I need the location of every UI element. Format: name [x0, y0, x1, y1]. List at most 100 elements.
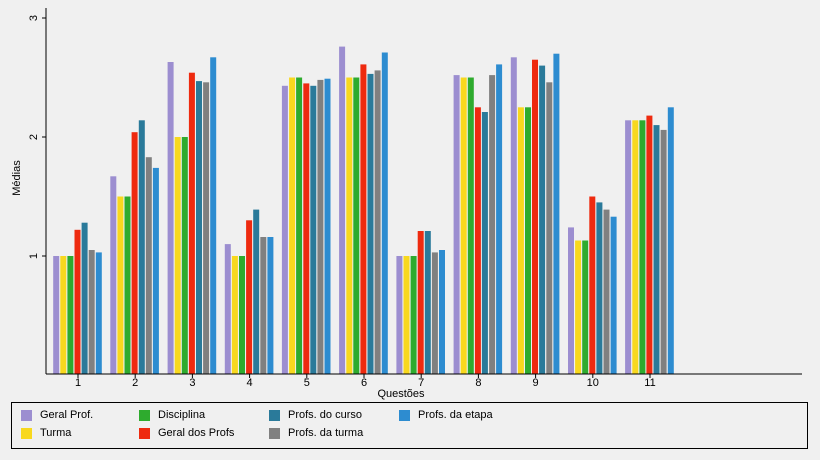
bar-q3-s7 — [210, 57, 217, 375]
bar-q4-s1 — [224, 244, 231, 374]
bar-q3-s4 — [188, 72, 195, 374]
x-ticks: 1 2 3 4 5 6 7 8 9 10 11 — [75, 374, 656, 389]
bar-q3-s5 — [196, 81, 202, 374]
bar-q2-s6 — [145, 157, 152, 374]
x-tick-label: 7 — [418, 377, 424, 389]
legend-item: Profs. da turma — [269, 427, 363, 439]
bar-q11-s6 — [660, 129, 667, 374]
y-axis-label: Médias — [11, 160, 23, 196]
legend-label: Profs. do curso — [288, 409, 362, 421]
bar-q4-s4 — [246, 220, 253, 374]
bar-q11-s1 — [625, 120, 632, 374]
bar-q4-s6 — [260, 237, 267, 374]
y-tick-label: 3 — [28, 15, 40, 21]
legend-label: Geral Prof. — [40, 409, 94, 421]
bar-q8-s6 — [489, 75, 496, 374]
legend-swatch — [269, 409, 280, 421]
bar-q11-s7 — [667, 107, 674, 375]
bar-q8-s3 — [467, 77, 474, 374]
bar-q2-s3 — [124, 196, 131, 374]
legend-label: Disciplina — [158, 409, 206, 421]
x-tick-label: 3 — [189, 377, 195, 389]
bar-q10-s1 — [568, 227, 574, 374]
bar-q10-s7 — [610, 216, 617, 374]
legend-item: Profs. da etapa — [399, 409, 493, 421]
bar-q7-s1 — [396, 256, 403, 374]
legend-item: Turma — [21, 427, 71, 439]
bar-q4-s2 — [231, 256, 238, 374]
bar-q7-s7 — [439, 250, 445, 374]
bar-q8-s5 — [481, 112, 488, 374]
bar-q8-s4 — [474, 107, 481, 375]
bar-q10-s5 — [596, 202, 603, 374]
legend-item: Geral dos Profs — [139, 427, 234, 439]
bar-q2-s2 — [117, 196, 124, 374]
bar-q2-s5 — [138, 120, 145, 374]
bar-q6-s3 — [353, 77, 360, 374]
x-tick-label: 8 — [475, 377, 481, 389]
bar-q9-s4 — [532, 59, 538, 375]
bar-q2-s7 — [152, 167, 159, 374]
bar-q10-s6 — [603, 209, 610, 374]
bar-q7-s6 — [431, 252, 438, 374]
bar-q3-s6 — [203, 82, 210, 375]
bar-q6-s1 — [339, 46, 346, 374]
bar-q7-s5 — [424, 231, 431, 374]
bar-q8-s1 — [453, 75, 460, 374]
x-tick-label: 4 — [247, 377, 253, 389]
bar-q1-s1 — [53, 256, 60, 374]
y-tick-label: 2 — [28, 134, 40, 140]
bar-q9-s3 — [525, 107, 531, 375]
legend-swatch — [139, 409, 150, 421]
bar-q9-s5 — [539, 65, 546, 374]
bar-q10-s3 — [582, 240, 589, 374]
y-ticks: 1 2 3 — [28, 15, 46, 259]
bar-q5-s3 — [296, 77, 303, 374]
bar-q9-s2 — [517, 107, 524, 375]
bar-q7-s4 — [417, 231, 424, 374]
bar-q11-s4 — [646, 115, 653, 374]
legend-label: Geral dos Profs — [158, 427, 235, 439]
legend-label: Profs. da turma — [288, 427, 364, 439]
bar-q6-s5 — [367, 73, 374, 375]
bar-q6-s2 — [346, 77, 353, 374]
bar-q2-s1 — [110, 176, 117, 374]
legend-swatch — [269, 427, 280, 439]
bar-q1-s3 — [67, 256, 74, 374]
bar-q5-s5 — [310, 85, 317, 375]
x-tick-label: 9 — [533, 377, 539, 389]
legend-item: Profs. do curso — [269, 409, 362, 421]
legend: Geral Prof. Turma Disciplina Geral dos Prof… — [11, 402, 808, 449]
bar-q9-s1 — [510, 57, 517, 375]
bar-q8-s7 — [496, 64, 503, 375]
bar-q3-s2 — [174, 137, 181, 374]
bar-q10-s4 — [589, 196, 596, 374]
legend-item: Disciplina — [139, 409, 205, 421]
x-tick-label: 11 — [644, 377, 655, 389]
bar-q5-s1 — [281, 85, 288, 375]
bar-q1-s2 — [60, 256, 67, 374]
bar-q6-s4 — [360, 64, 367, 375]
bar-q4-s3 — [239, 256, 245, 374]
legend-label: Turma — [40, 427, 72, 439]
bars-layer — [53, 46, 674, 375]
x-axis-label: Questões — [377, 388, 425, 400]
axes-layer — [45, 8, 802, 375]
bar-q5-s6 — [317, 79, 324, 375]
x-tick-label: 6 — [361, 377, 367, 389]
bar-q1-s5 — [81, 222, 88, 374]
legend-swatch — [399, 409, 410, 421]
bar-q3-s1 — [167, 62, 174, 374]
bar-q9-s6 — [546, 82, 553, 375]
x-tick-label: 10 — [587, 377, 599, 389]
bar-q8-s2 — [460, 77, 467, 374]
bar-q11-s5 — [653, 125, 660, 374]
x-tick-label: 1 — [75, 377, 81, 389]
bar-q4-s5 — [253, 209, 260, 374]
bar-q7-s2 — [403, 256, 410, 374]
legend-item: Geral Prof. — [21, 409, 93, 421]
x-tick-label: 2 — [132, 377, 138, 389]
y-tick-label: 1 — [28, 253, 40, 259]
